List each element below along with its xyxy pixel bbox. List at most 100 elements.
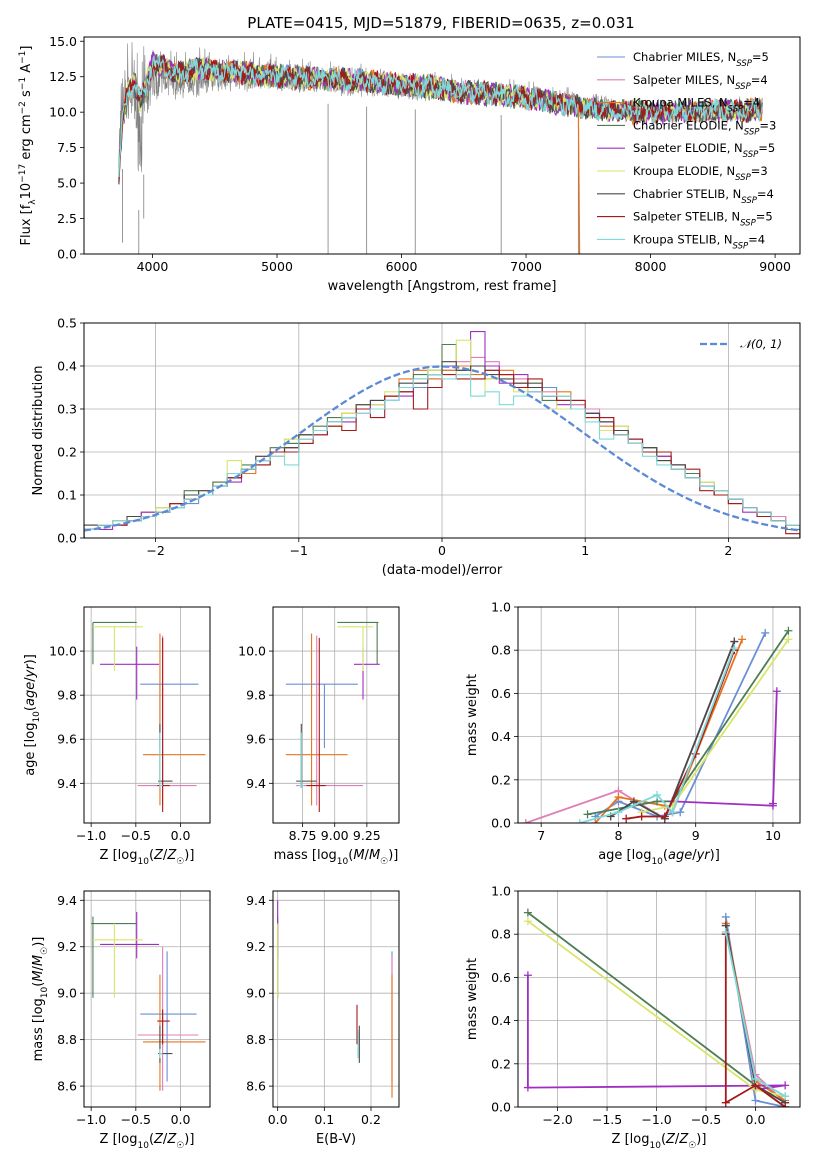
x-tick-label: 8000: [635, 259, 667, 274]
x-tick-label: 0.0: [171, 828, 191, 843]
x-tick-label: 6000: [386, 259, 418, 274]
weight-marker: [591, 819, 600, 823]
error-cross: [142, 633, 206, 806]
x-tick-label: −1.0: [76, 1112, 106, 1127]
weight-marker: [738, 635, 747, 644]
plot-area: [277, 900, 393, 1098]
legend-entry: Salpeter ELODIE, NSSP=5: [633, 141, 775, 160]
y-tick-label: 0.0: [57, 531, 77, 546]
y-tick-label: 0.4: [57, 359, 77, 374]
weight-marker: [784, 626, 793, 635]
x-axis-label: wavelength [Angstrom, rest frame]: [328, 279, 557, 294]
weight-series: [721, 928, 790, 1101]
weight-series: [622, 646, 739, 823]
x-axis-label: age [log10(age/yr)]: [598, 848, 720, 867]
weight-line: [610, 641, 736, 820]
x-tick-label: 4000: [137, 259, 169, 274]
y-tick-label: 10.0: [49, 644, 77, 659]
plot-area: [91, 911, 206, 1091]
weight-marker: [523, 971, 532, 980]
x-tick-label: 8.75: [289, 828, 317, 843]
error-cross: [157, 1009, 170, 1045]
x-tick-label: 9.00: [321, 828, 349, 843]
y-tick-label: 0.5: [57, 316, 77, 331]
x-tick-label: 0.0: [746, 1112, 766, 1127]
y-tick-label: 8.8: [246, 1032, 266, 1047]
error-cross: [337, 621, 379, 665]
y-ticks: 8.6 8.8 9.0 9.2 9.4: [246, 893, 273, 1094]
weight-marker: [575, 819, 584, 823]
y-tick-label: 9.4: [57, 893, 77, 908]
x-tick-label: −1.5: [592, 1112, 622, 1127]
y-tick-label: 10.0: [238, 644, 266, 659]
y-tick-label: 0.2: [491, 1056, 511, 1071]
plot-area: [92, 621, 206, 812]
y-tick-label: 0.4: [491, 729, 511, 744]
y-tick-label: 9.8: [246, 688, 266, 703]
x-tick-label: 10: [765, 828, 781, 843]
x-tick-label: 5000: [261, 259, 293, 274]
y-tick-label: 9.4: [57, 776, 77, 791]
error-cross: [92, 626, 143, 671]
plot-area: [523, 908, 790, 1107]
y-tick-label: 9.2: [57, 939, 77, 954]
x-ticks: 7 8 9 10: [537, 823, 781, 843]
x-tick-label: 2: [724, 543, 732, 558]
x-ticks: 8.75 9.00 9.25: [289, 823, 381, 843]
legend: Chabrier MILES, NSSP=5 Salpeter MILES, NS…: [597, 50, 776, 251]
y-tick-label: 0.8: [491, 643, 511, 658]
panel-spectrum: 4000 5000 6000 7000 8000 9000 0.0 2.5 5.0 7.5 10.0…: [18, 34, 801, 294]
weight-marker: [523, 917, 532, 926]
y-tick-label: 0.0: [57, 247, 77, 262]
model-drop-feature: [577, 106, 581, 254]
error-cross: [296, 723, 317, 788]
x-tick-label: −0.5: [121, 828, 151, 843]
axes-frame: [83, 890, 211, 1108]
y-tick-label: 8.6: [246, 1079, 266, 1094]
error-cross: [306, 637, 326, 812]
y-ticks: 8.6 8.8 9.0 9.2 9.4: [57, 893, 84, 1094]
weight-marker: [751, 1096, 760, 1105]
y-tick-label: 0.1: [57, 488, 77, 503]
y-tick-label: 9.0: [246, 986, 266, 1001]
legend: 𝒩(0, 1): [700, 337, 782, 351]
error-cross: [337, 626, 374, 671]
legend-entry: Chabrier MILES, NSSP=5: [633, 50, 769, 69]
error-cross: [92, 621, 137, 665]
normal-curve: [84, 365, 800, 532]
error-cross: [100, 911, 160, 959]
y-ticks: 0.0 0.2 0.4 0.6 0.8 1.0: [491, 884, 518, 1115]
weight-series: [637, 635, 793, 817]
error-cross: [142, 974, 206, 1091]
y-axis-label: mass weight: [465, 674, 480, 756]
y-tick-label: 0.6: [491, 970, 511, 985]
y-ticks: 0.0 0.1 0.2 0.3 0.4 0.5: [57, 316, 84, 546]
weight-marker: [637, 812, 646, 821]
y-tick-label: 0.3: [57, 402, 77, 417]
x-tick-label: 0: [438, 543, 446, 558]
y-tick-label: 0.0: [491, 816, 511, 831]
y-tick-label: 8.8: [57, 1032, 77, 1047]
axes-frame: [83, 36, 801, 255]
y-axis-label: Flux [fλ10−17 erg cm−2 s−1 A−1]: [18, 46, 38, 246]
y-ticks: 9.4 9.6 9.8 10.0: [49, 644, 84, 791]
weight-line: [641, 638, 790, 814]
legend-entry: Kroupa ELODIE, NSSP=3: [633, 164, 768, 183]
y-tick-label: 0.8: [491, 927, 511, 942]
x-tick-label: −0.5: [691, 1112, 721, 1127]
axes-frame: [517, 606, 801, 824]
legend-entry: Kroupa MILES, NSSP=4: [633, 96, 760, 115]
error-cross: [285, 633, 348, 806]
panel-mass-vs-Z: −1.0 −0.5 0.0 8.6 8.8 9.0 9.2 9.4 Z [log10(Z/Z☉)…: [31, 890, 211, 1151]
error-cross: [296, 635, 363, 806]
y-tick-label: 9.6: [57, 732, 77, 747]
x-tick-label: 0.0: [171, 1112, 191, 1127]
weight-marker: [622, 814, 631, 823]
error-cross: [100, 646, 160, 700]
figure-title: PLATE=0415, MJD=51879, FIBERID=0635, z=0…: [247, 14, 634, 32]
error-cross: [92, 923, 143, 998]
y-ticks: 0.0 0.2 0.4 0.6 0.8 1.0: [491, 600, 518, 831]
y-tick-label: 10.0: [49, 105, 77, 120]
weight-marker: [768, 799, 777, 808]
